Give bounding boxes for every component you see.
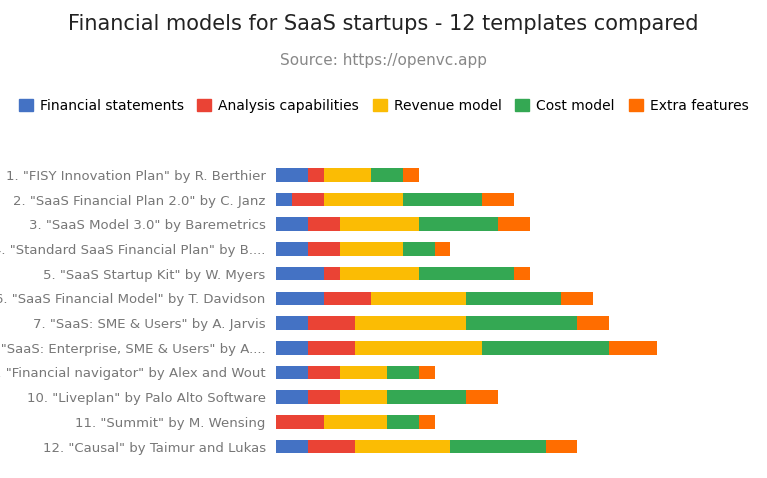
Bar [403, 168, 419, 182]
Bar [276, 440, 308, 453]
Bar [355, 316, 466, 330]
Bar [276, 168, 308, 182]
Bar [435, 242, 450, 256]
Bar [355, 341, 482, 355]
Bar [308, 341, 355, 355]
Bar [276, 292, 324, 305]
Bar [308, 316, 355, 330]
Bar [324, 292, 371, 305]
Bar [308, 217, 340, 231]
Bar [482, 193, 514, 206]
Bar [466, 316, 578, 330]
Bar [276, 242, 308, 256]
Bar [308, 440, 355, 453]
Bar [276, 366, 308, 379]
Bar [324, 267, 340, 281]
Bar [276, 391, 308, 404]
Text: Financial models for SaaS startups - 12 templates compared: Financial models for SaaS startups - 12 … [68, 14, 699, 34]
Bar [578, 316, 609, 330]
Bar [324, 193, 403, 206]
Bar [482, 341, 609, 355]
Bar [371, 292, 466, 305]
Bar [340, 267, 419, 281]
Bar [308, 168, 324, 182]
Bar [403, 242, 435, 256]
Bar [419, 415, 435, 429]
Bar [419, 366, 435, 379]
Bar [324, 168, 371, 182]
Bar [276, 193, 292, 206]
Bar [419, 267, 514, 281]
Bar [276, 267, 324, 281]
Bar [387, 366, 419, 379]
Bar [498, 217, 530, 231]
Bar [340, 217, 419, 231]
Bar [308, 391, 340, 404]
Bar [276, 316, 308, 330]
Bar [403, 193, 482, 206]
Legend: Financial statements, Analysis capabilities, Revenue model, Cost model, Extra fe: Financial statements, Analysis capabilit… [13, 93, 754, 118]
Bar [276, 341, 308, 355]
Bar [545, 440, 578, 453]
Bar [450, 440, 545, 453]
Bar [355, 440, 450, 453]
Bar [308, 242, 340, 256]
Bar [561, 292, 593, 305]
Bar [276, 415, 324, 429]
Text: Source: https://openvc.app: Source: https://openvc.app [280, 53, 487, 67]
Bar [387, 415, 419, 429]
Bar [324, 415, 387, 429]
Bar [308, 366, 340, 379]
Bar [340, 366, 387, 379]
Bar [609, 341, 657, 355]
Bar [514, 267, 530, 281]
Bar [387, 391, 466, 404]
Bar [371, 168, 403, 182]
Bar [419, 217, 498, 231]
Bar [276, 217, 308, 231]
Bar [466, 292, 561, 305]
Bar [340, 242, 403, 256]
Bar [466, 391, 498, 404]
Bar [340, 391, 387, 404]
Bar [292, 193, 324, 206]
